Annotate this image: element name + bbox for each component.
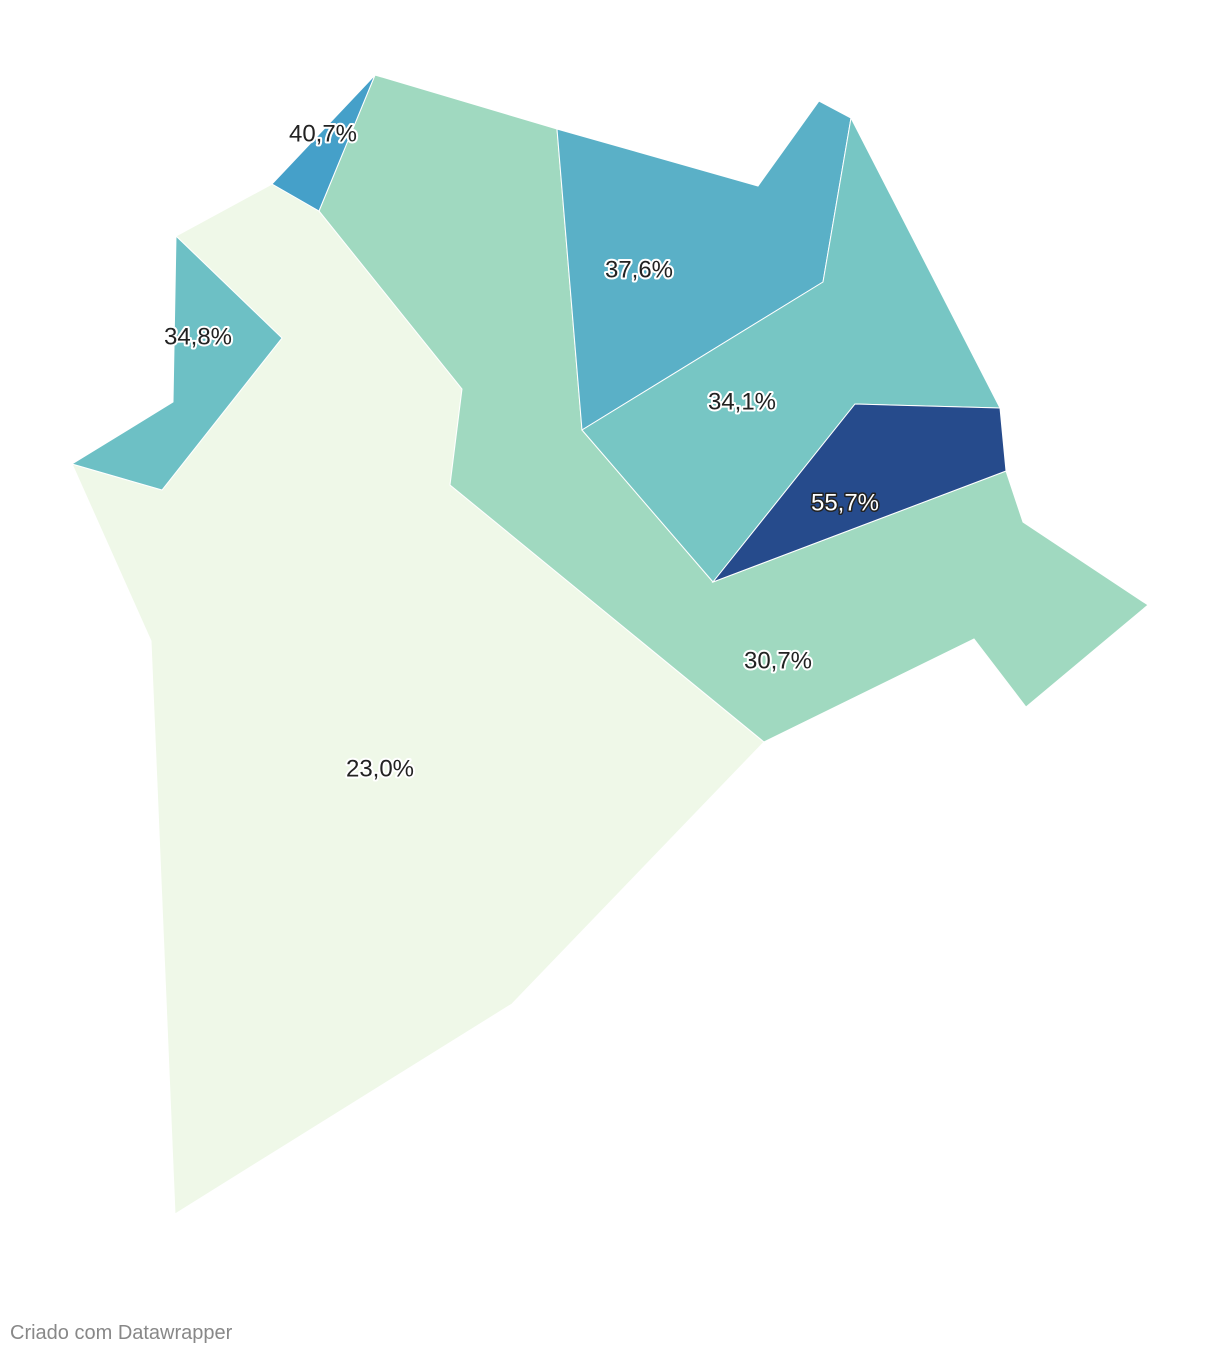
- region: [70, 234, 283, 491]
- region-label: 34,1%: [708, 388, 776, 415]
- region-label: 23,0%: [346, 755, 414, 782]
- region-label: 34,8%: [164, 323, 232, 350]
- region: [271, 74, 376, 212]
- credit: Criado com Datawrapper: [10, 1322, 233, 1344]
- region-label: 37,6%: [605, 256, 673, 283]
- region: [711, 403, 1007, 584]
- region-label: 30,7%: [744, 647, 812, 674]
- region-label: 40,7%: [289, 120, 357, 147]
- region-label: 55,7%: [811, 489, 879, 516]
